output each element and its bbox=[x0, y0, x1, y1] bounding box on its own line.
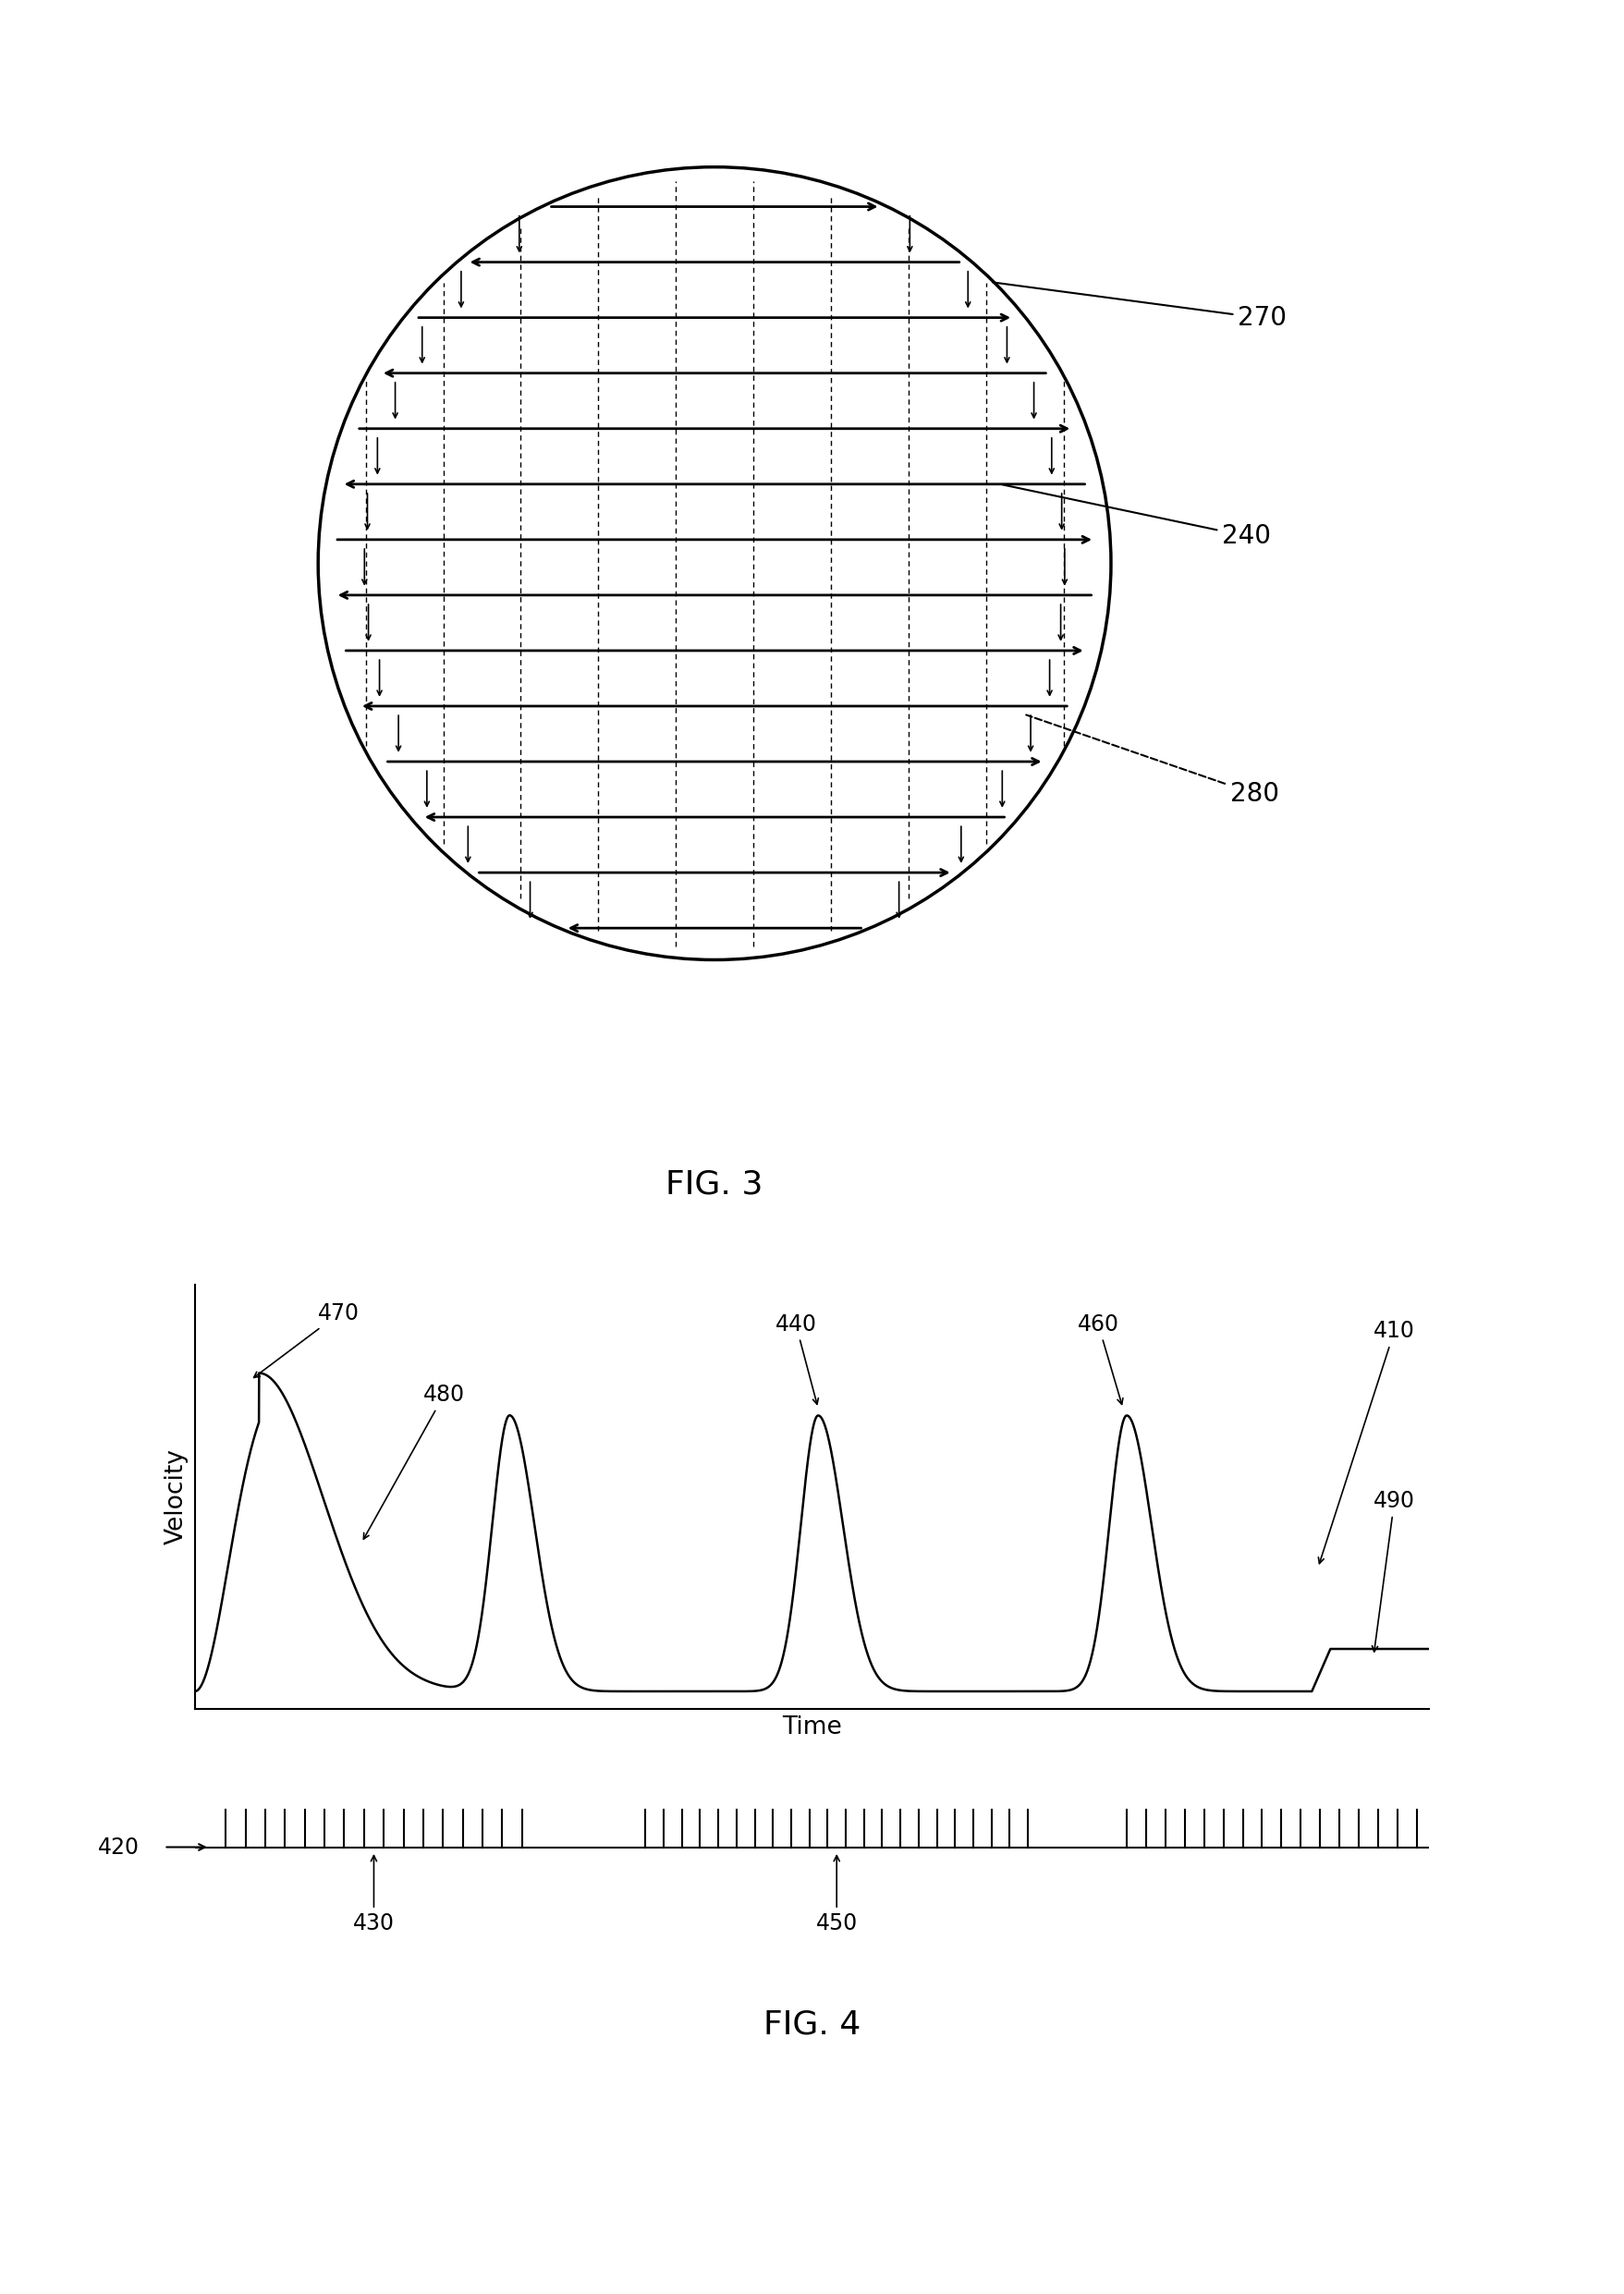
Text: 470: 470 bbox=[253, 1303, 361, 1379]
Text: FIG. 3: FIG. 3 bbox=[666, 1170, 763, 1200]
Text: 410: 410 bbox=[1319, 1319, 1415, 1565]
Text: 270: 270 bbox=[992, 282, 1286, 330]
Text: 280: 280 bbox=[1026, 716, 1278, 807]
Text: 440: 440 bbox=[775, 1312, 818, 1404]
Text: 460: 460 bbox=[1077, 1312, 1122, 1404]
Text: 430: 430 bbox=[352, 1856, 395, 1934]
Text: 450: 450 bbox=[815, 1856, 857, 1934]
Text: FIG. 4: FIG. 4 bbox=[763, 2010, 861, 2039]
Text: 490: 490 bbox=[1372, 1489, 1415, 1652]
Text: 480: 480 bbox=[364, 1383, 464, 1539]
X-axis label: Time: Time bbox=[783, 1716, 841, 1739]
Text: 420: 420 bbox=[97, 1835, 140, 1858]
Y-axis label: Velocity: Velocity bbox=[164, 1450, 188, 1544]
Text: 240: 240 bbox=[1002, 484, 1272, 548]
